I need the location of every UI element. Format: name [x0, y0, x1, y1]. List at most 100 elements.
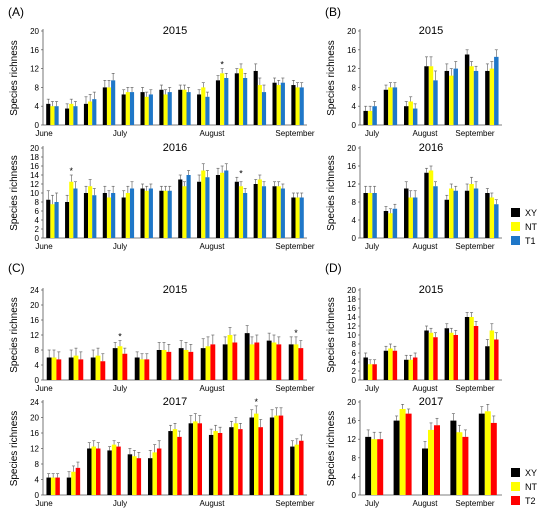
bar-T1 — [129, 188, 135, 238]
chart-panel-6: (D) 2015 Species richness 02468101214161820… — [325, 261, 502, 393]
bar-XY — [383, 350, 389, 380]
x-tick-label: September — [275, 499, 314, 508]
bar-NT — [69, 181, 74, 238]
bar-NT — [295, 197, 300, 238]
bar-NT — [125, 193, 130, 238]
bar-XY — [200, 348, 206, 380]
y-tick-label: 20 — [347, 398, 356, 407]
bar-XY — [208, 434, 214, 495]
bar-NT — [50, 204, 55, 238]
legend-label: XY — [525, 468, 537, 478]
bar-XY — [269, 417, 275, 495]
bar-XY — [159, 89, 164, 125]
x-tick-label: September — [275, 384, 314, 393]
bar-XY — [156, 350, 162, 380]
legend-swatch — [511, 468, 520, 477]
x-tick-label: July — [113, 129, 127, 138]
y-tick-label: 12 — [347, 65, 356, 74]
bar-XY — [464, 317, 470, 380]
bar-T1 — [280, 188, 285, 238]
y-axis-label: Species richness — [9, 155, 20, 231]
bar-XY — [234, 73, 239, 125]
y-tick-label: 20 — [30, 27, 39, 36]
significance-star: * — [254, 397, 258, 407]
x-tick-label: August — [413, 129, 439, 138]
x-tick-label: July — [365, 129, 379, 138]
x-tick-label: September — [455, 499, 494, 508]
bar-T1 — [205, 177, 210, 238]
bar-NT — [293, 344, 299, 380]
bar-XY — [90, 357, 96, 380]
y-axis-label: Species richness — [9, 40, 20, 116]
x-tick-label: June — [35, 129, 53, 138]
legend-label: NT — [525, 222, 537, 232]
x-tick-label: September — [455, 384, 494, 393]
bar-NT — [428, 429, 434, 495]
bar-T2 — [78, 359, 84, 380]
bar-NT — [428, 66, 434, 125]
bar-NT — [51, 357, 57, 380]
bar-T2 — [136, 458, 142, 495]
legend-swatch — [511, 482, 520, 491]
bar-T1 — [224, 170, 229, 238]
y-tick-label: 10 — [30, 189, 39, 198]
bar-XY — [424, 172, 429, 238]
y-axis-label: Species richness — [326, 297, 337, 373]
bar-XY — [253, 70, 258, 125]
bar-XY — [188, 423, 194, 495]
bar-NT — [371, 439, 378, 495]
bar-T2 — [434, 425, 440, 495]
y-tick-label: 16 — [347, 304, 356, 313]
x-tick-label: June — [35, 384, 53, 393]
bar-NT — [367, 110, 373, 125]
legend-swatch — [511, 496, 520, 505]
bar-NT — [144, 190, 149, 238]
y-axis-label: Species richness — [326, 155, 337, 231]
y-tick-label: 16 — [347, 46, 356, 55]
chart-title: 2015 — [163, 284, 187, 296]
y-tick-label: 8 — [352, 198, 357, 207]
bar-T2 — [372, 364, 377, 380]
bar-T1 — [92, 195, 97, 238]
y-tick-label: 20 — [347, 27, 356, 36]
bar-XY — [266, 340, 272, 380]
bar-T2 — [55, 477, 60, 495]
bar-NT — [408, 359, 413, 380]
significance-star: * — [239, 168, 243, 178]
bar-T2 — [462, 436, 469, 495]
bar-T2 — [56, 359, 62, 380]
y-tick-label: 4 — [35, 216, 40, 225]
bar-XY — [272, 186, 277, 238]
y-tick-label: 20 — [30, 414, 39, 423]
chart-panel-2: (B) 2015 Species richness 0 4 8 12 16 20 July Augu… — [325, 5, 502, 138]
bar-XY — [404, 359, 409, 380]
bar-NT — [408, 197, 413, 238]
y-tick-label: 16 — [347, 162, 356, 171]
y-tick-label: 12 — [347, 435, 356, 444]
bar-T1 — [73, 106, 78, 125]
chart-title: 2017 — [163, 396, 187, 408]
bar-T1 — [433, 80, 438, 125]
bar-NT — [201, 170, 206, 238]
y-tick-label: 20 — [347, 286, 356, 295]
chart-title: 2015 — [419, 25, 443, 37]
bar-XY — [46, 357, 52, 380]
bar-XY — [288, 344, 294, 380]
y-tick-label: 0 — [352, 376, 357, 385]
bar-XY — [121, 94, 126, 125]
bar-T2 — [453, 335, 458, 380]
bar-T1 — [372, 193, 377, 238]
bar-NT — [294, 444, 300, 495]
chart-panel-5: (C) 2015 Species richness 0 4 8 12 16 20 24 June Ju… — [8, 261, 315, 393]
bar-NT — [276, 85, 281, 125]
y-tick-label: 4 — [352, 102, 357, 111]
y-tick-label: 6 — [35, 207, 40, 216]
bar-T1 — [73, 188, 78, 238]
bar-XY — [134, 357, 140, 380]
y-tick-label: 8 — [35, 198, 40, 207]
x-tick-label: September — [275, 129, 314, 138]
bar-XY — [393, 420, 400, 495]
legend-swatch — [511, 222, 520, 231]
y-tick-label: 24 — [30, 398, 39, 407]
